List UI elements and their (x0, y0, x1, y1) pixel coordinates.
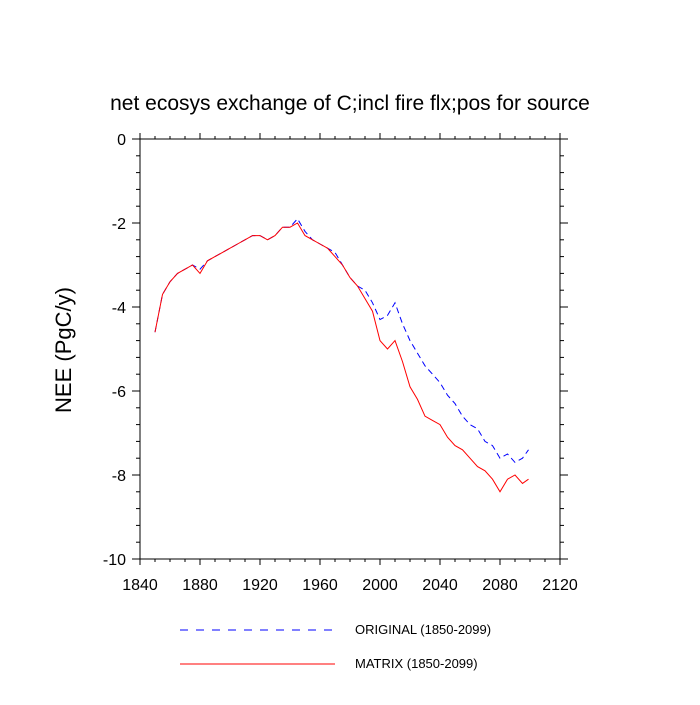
x-tick-label: 2120 (542, 577, 578, 594)
x-tick-label: 1960 (302, 577, 338, 594)
y-tick-label: -4 (112, 300, 126, 317)
plot-frame (139, 138, 561, 560)
series-line-1 (154, 222, 529, 493)
legend-label-original: ORIGINAL (1850-2099) (355, 622, 491, 637)
legend: ORIGINAL (1850-2099) MATRIX (1850-2099) (180, 622, 491, 671)
x-tick-label: 1920 (242, 577, 278, 594)
y-axis-label: NEE (PgC/y) (51, 287, 76, 413)
legend-label-matrix: MATRIX (1850-2099) (355, 656, 478, 671)
y-tick-label: -10 (103, 552, 126, 569)
y-tick-label: -8 (112, 468, 126, 485)
y-tick-label: 0 (117, 132, 126, 149)
axis-ticks: 1840 1880 1920 1960 2000 2040 2080 2120 0 -2 -4 -6 -… (103, 132, 578, 594)
y-tick-label: -2 (112, 216, 126, 233)
x-tick-label: 2000 (362, 577, 398, 594)
chart-title: net ecosys exchange of C;incl fire flx;p… (110, 92, 590, 115)
x-tick-label: 1840 (122, 577, 158, 594)
x-tick-label: 2080 (482, 577, 518, 594)
x-tick-label: 1880 (182, 577, 218, 594)
x-tick-label: 2040 (422, 577, 458, 594)
y-tick-label: -6 (112, 384, 126, 401)
series-lines (154, 217, 529, 493)
series-line-0 (154, 217, 529, 464)
